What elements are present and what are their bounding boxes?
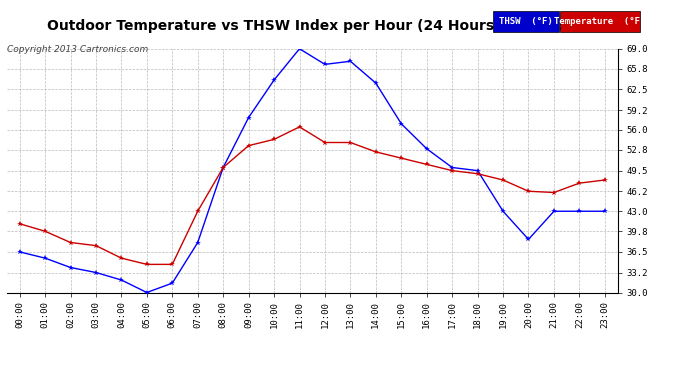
- Text: THSW  (°F): THSW (°F): [500, 17, 553, 26]
- Text: Outdoor Temperature vs THSW Index per Hour (24 Hours)  20130513: Outdoor Temperature vs THSW Index per Ho…: [47, 19, 588, 33]
- Text: Copyright 2013 Cartronics.com: Copyright 2013 Cartronics.com: [7, 45, 148, 54]
- Text: Temperature  (°F): Temperature (°F): [554, 17, 646, 26]
